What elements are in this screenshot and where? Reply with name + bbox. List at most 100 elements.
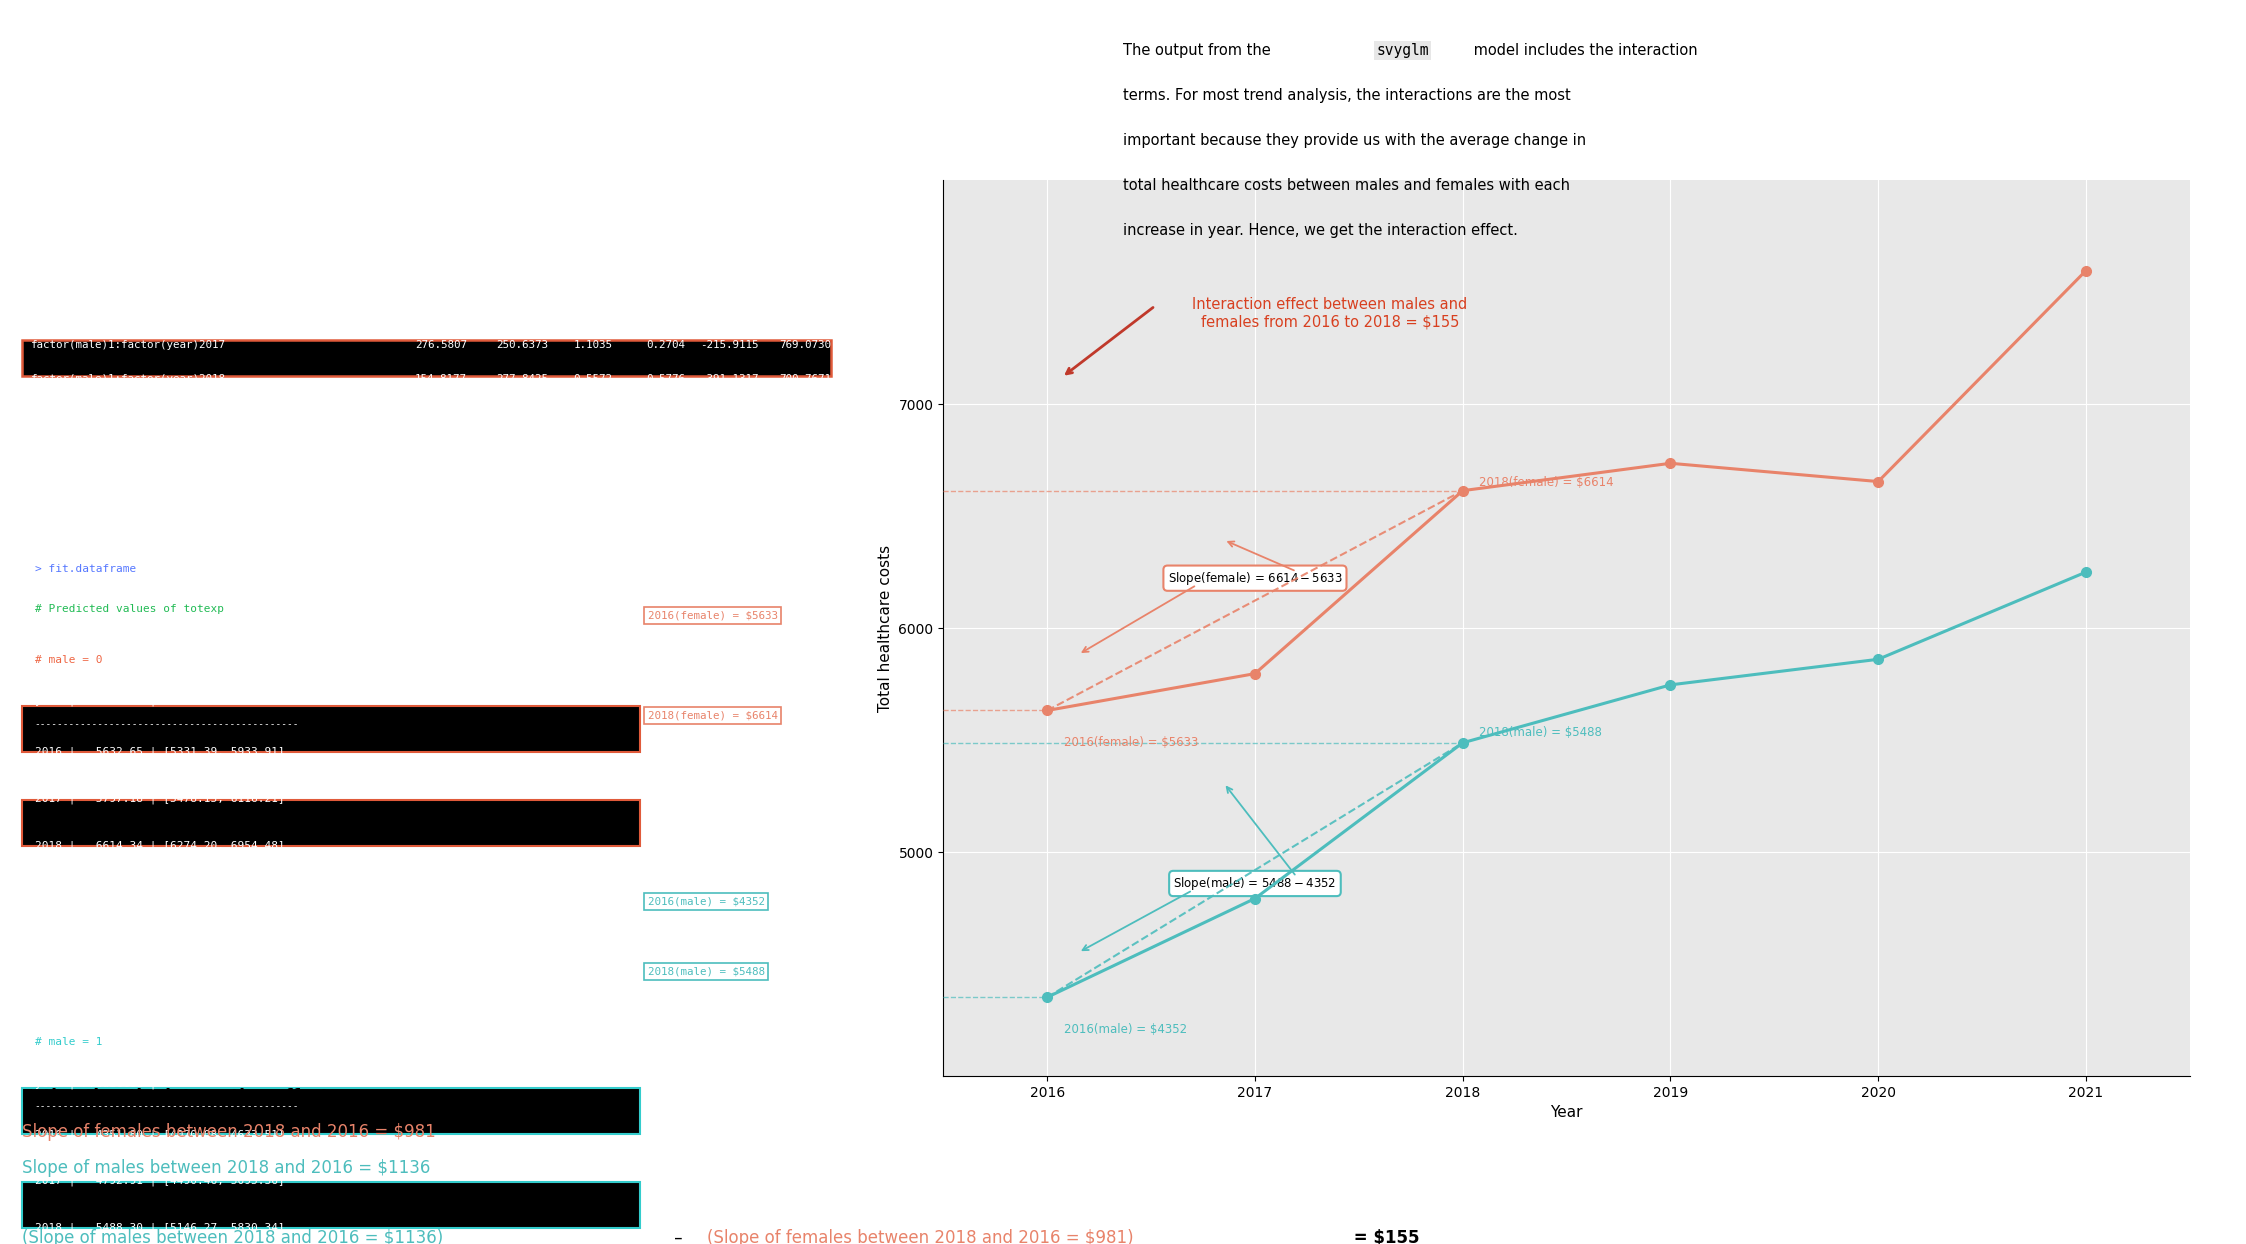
- Text: -527.3179: -527.3179: [701, 205, 759, 215]
- Text: 2.5 %: 2.5 %: [725, 70, 759, 80]
- Text: -859.0800: -859.0800: [701, 475, 759, 485]
- Text: 36.7389: 36.7389: [568, 104, 613, 114]
- Text: 2020 |   6655.00 | [6252.98, 7057.02]: 2020 | 6655.00 | [6252.98, 7057.02]: [36, 934, 285, 945]
- Text: 5632.6497: 5632.6497: [409, 104, 467, 114]
- Text: 403.7881: 403.7881: [496, 475, 548, 485]
- Text: -391.1317: -391.1317: [701, 374, 759, 384]
- Bar: [22, 1088, 640, 1135]
- Text: 1964.5098: 1964.5098: [409, 306, 467, 316]
- Text: 95% CI: 95% CI: [508, 695, 548, 705]
- Text: 1.3769: 1.3769: [573, 442, 613, 452]
- Text: (Intercept): (Intercept): [31, 104, 101, 114]
- Text: 981.6884: 981.6884: [416, 205, 467, 215]
- Text: 2018(male) = $5488: 2018(male) = $5488: [1480, 726, 1601, 739]
- Text: Slope of males between 2018 and 2016 = $1136: Slope of males between 2018 and 2016 = $…: [22, 1159, 431, 1177]
- Text: 1414.4311: 1414.4311: [701, 306, 759, 316]
- Text: 2016(male) = $4352: 2016(male) = $4352: [1065, 1023, 1186, 1036]
- Text: 0.2704: 0.2704: [647, 341, 685, 351]
- Text: 0.0000: 0.0000: [647, 306, 685, 316]
- Text: 153.3156: 153.3156: [496, 104, 548, 114]
- Text: 0.8209: 0.8209: [573, 172, 613, 182]
- Text: factor(male)1:factor(year)2017: factor(male)1:factor(year)2017: [31, 341, 225, 351]
- Text: Interaction effect between males and
females from 2016 to 2018 = $155: Interaction effect between males and fem…: [1193, 297, 1467, 330]
- Text: 183.1791: 183.1791: [496, 138, 548, 148]
- Text: -6.9923: -6.9923: [568, 138, 613, 148]
- Text: year | Predicted |: year | Predicted |: [36, 1079, 157, 1088]
- Text: 2016 |   4351.80 | [4070.08, 4633.51]: 2016 | 4351.80 | [4070.08, 4633.51]: [36, 1130, 285, 1140]
- Text: 2018(female) = $6614: 2018(female) = $6614: [1480, 476, 1615, 489]
- Text: 0.8709: 0.8709: [647, 475, 685, 485]
- Text: 769.0730: 769.0730: [779, 341, 831, 351]
- Text: increase in year. Hence, we get the interaction effect.: increase in year. Hence, we get the inte…: [1123, 223, 1518, 238]
- Text: 95% CI: 95% CI: [508, 1079, 548, 1088]
- Text: 277.8425: 277.8425: [496, 374, 548, 384]
- Text: factor(year)2021: factor(year)2021: [31, 306, 135, 316]
- Text: 353.7995: 353.7995: [496, 442, 548, 452]
- Text: Slope of females between 2018 and 2016 = $981: Slope of females between 2018 and 2016 =…: [22, 1123, 436, 1141]
- Text: 0.4121: 0.4121: [647, 172, 685, 182]
- Text: 558.3688: 558.3688: [779, 172, 831, 182]
- Text: # Predicted values of totexp: # Predicted values of totexp: [36, 605, 225, 615]
- Text: svyglm: svyglm: [1377, 42, 1428, 58]
- Text: terms. For most trend analysis, the interactions are the most: terms. For most trend analysis, the inte…: [1123, 88, 1570, 103]
- Text: 0.0000: 0.0000: [647, 239, 685, 249]
- Text: 164.5324: 164.5324: [416, 172, 467, 182]
- Text: 0.2932: 0.2932: [647, 408, 685, 418]
- Text: Slope(female) = $6614 - $5633: Slope(female) = $6614 - $5633: [1168, 570, 1343, 587]
- Text: 2021 |   7597.16 | [7136.91, 8057.41]: 2021 | 7597.16 | [7136.91, 8057.41]: [36, 982, 285, 991]
- Text: 0.5572: 0.5572: [573, 374, 613, 384]
- Text: (Slope of males between 2018 and 2016 = $1136): (Slope of males between 2018 and 2016 = …: [22, 1229, 445, 1244]
- Text: 0.0000: 0.0000: [647, 104, 685, 114]
- Text: 1103.9018: 1103.9018: [409, 239, 467, 249]
- Text: Pr(>|t|): Pr(>|t|): [633, 70, 685, 81]
- Text: 154.8177: 154.8177: [416, 374, 467, 384]
- Text: 669.9743: 669.9743: [705, 239, 759, 249]
- Text: 519.9744: 519.9744: [705, 272, 759, 282]
- Text: factor(year)2018: factor(year)2018: [31, 205, 135, 215]
- Text: 2514.5886: 2514.5886: [773, 306, 831, 316]
- Text: important because they provide us with the average change in: important because they provide us with t…: [1123, 133, 1586, 148]
- Text: 2016(female) = $5633: 2016(female) = $5633: [1065, 736, 1197, 749]
- Text: # male = 1: # male = 1: [36, 1037, 103, 1047]
- Text: -208.0701: -208.0701: [701, 442, 759, 452]
- Text: 2018 |   6614.34 | [6274.20, 6954.48]: 2018 | 6614.34 | [6274.20, 6954.48]: [36, 841, 285, 851]
- Text: 5933.9088: 5933.9088: [773, 104, 831, 114]
- Text: -229.3041: -229.3041: [701, 172, 759, 182]
- Text: 2018 |   5488.30 | [5146.27, 5830.34]: 2018 | 5488.30 | [5146.27, 5830.34]: [36, 1223, 285, 1233]
- Text: Estimate: Estimate: [416, 70, 467, 80]
- Text: 255.6661: 255.6661: [496, 272, 548, 282]
- Text: -1640.7914: -1640.7914: [694, 138, 759, 148]
- Text: 276.8655: 276.8655: [496, 408, 548, 418]
- Text: factor(year)2017: factor(year)2017: [31, 172, 135, 182]
- Text: 1.0522: 1.0522: [573, 408, 613, 418]
- Text: ----------------------------------------------: ----------------------------------------…: [36, 720, 299, 729]
- Text: factor(year)2020: factor(year)2020: [31, 272, 135, 282]
- Text: (Slope of females between 2018 and 2016 = $981): (Slope of females between 2018 and 2016 …: [707, 1229, 1134, 1244]
- Text: ----------------------------------------------: ----------------------------------------…: [36, 1102, 299, 1112]
- Text: 2016(female) = $5633: 2016(female) = $5633: [647, 611, 777, 621]
- Text: 279.9440: 279.9440: [496, 306, 548, 316]
- Text: factor(male)1:factor(year)2021: factor(male)1:factor(year)2021: [31, 475, 225, 485]
- Text: 1524.7217: 1524.7217: [773, 272, 831, 282]
- Bar: [22, 707, 640, 751]
- Text: = $155: = $155: [1348, 1229, 1419, 1244]
- Text: 1436.0589: 1436.0589: [773, 205, 831, 215]
- Text: 0.0000: 0.0000: [647, 205, 685, 215]
- Text: 97.5 %: 97.5 %: [793, 70, 831, 80]
- Text: 2017 |   5797.18 | [5478.15, 6116.21]: 2017 | 5797.18 | [5478.15, 6116.21]: [36, 794, 285, 805]
- Text: 7.0175: 7.0175: [573, 306, 613, 316]
- Text: # male = 0: # male = 0: [36, 656, 103, 666]
- Text: total healthcare costs between males and females with each: total healthcare costs between males and…: [1123, 178, 1570, 193]
- Text: 835.3448: 835.3448: [779, 408, 831, 418]
- Bar: [22, 341, 831, 377]
- Y-axis label: Total healthcare costs: Total healthcare costs: [878, 545, 894, 712]
- Bar: [22, 1182, 640, 1228]
- Text: 1537.8294: 1537.8294: [773, 239, 831, 249]
- Text: The output from the: The output from the: [1123, 42, 1276, 58]
- X-axis label: Year: Year: [1550, 1106, 1583, 1121]
- Text: 0.0000: 0.0000: [647, 138, 685, 148]
- Text: factor(male)1:factor(year)2018: factor(male)1:factor(year)2018: [31, 374, 225, 384]
- Text: 291.3151: 291.3151: [416, 408, 467, 418]
- Text: 200.4297: 200.4297: [496, 172, 548, 182]
- Text: 220.8327: 220.8327: [496, 239, 548, 249]
